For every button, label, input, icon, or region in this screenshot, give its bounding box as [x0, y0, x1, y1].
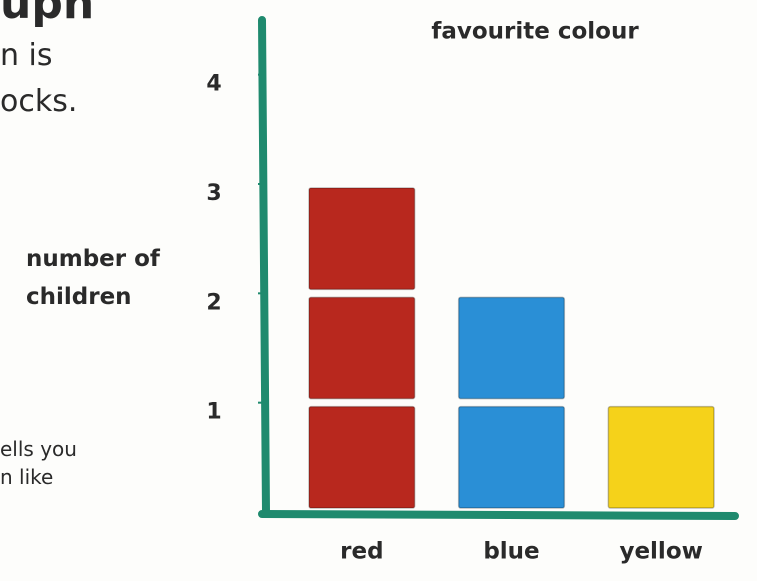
block [309, 297, 415, 398]
x-tick-label: yellow [619, 539, 702, 565]
bar [309, 188, 415, 508]
y-tick-label: 2 [206, 290, 221, 315]
x-tick-label: red [340, 539, 383, 565]
y-tick-label: 4 [206, 72, 221, 97]
page: uph n is ocks. ells you n like number of… [0, 0, 757, 581]
block [309, 407, 415, 508]
chart: favourite colour 1 2 3 4 red blue yellow [0, 0, 757, 581]
chart-title: favourite colour [431, 19, 639, 45]
block [459, 407, 565, 508]
block [608, 407, 714, 508]
y-tick-label: 1 [206, 400, 221, 425]
block [309, 188, 415, 289]
bar [459, 297, 565, 508]
y-axis [262, 20, 266, 512]
x-tick-label: blue [483, 539, 539, 565]
bar [608, 407, 714, 508]
x-axis [262, 514, 735, 516]
block [459, 297, 565, 398]
y-tick-label: 3 [206, 181, 221, 206]
